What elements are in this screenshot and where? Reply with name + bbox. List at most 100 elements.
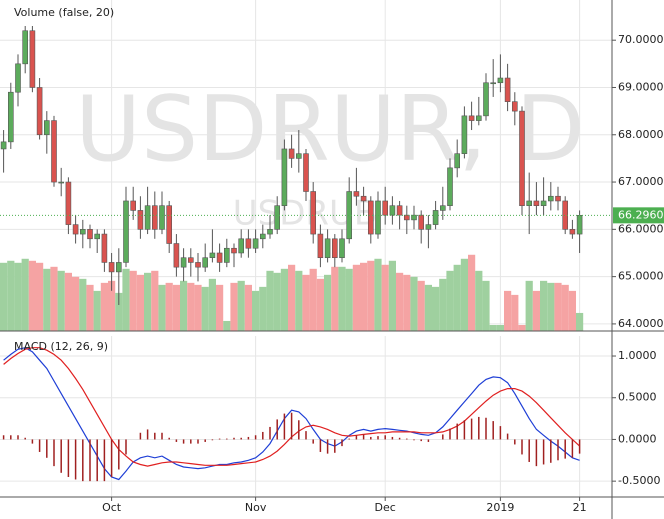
- candle-body: [209, 252, 216, 259]
- volume-bar: [43, 268, 51, 331]
- candle-body: [490, 82, 497, 85]
- volume-bar: [64, 272, 72, 331]
- candle-body: [259, 233, 266, 240]
- volume-bar: [79, 278, 87, 331]
- volume-bar: [194, 284, 202, 331]
- candle-body: [317, 233, 324, 259]
- candle-body: [173, 243, 180, 268]
- candle-body: [483, 82, 489, 117]
- volume-bar: [446, 270, 454, 331]
- volume-bar: [158, 284, 166, 331]
- candle-body: [216, 252, 223, 263]
- volume-bar: [568, 290, 576, 331]
- volume-bar: [273, 272, 281, 331]
- volume-bar: [396, 272, 404, 331]
- candle-body: [339, 238, 345, 259]
- last-price-label: 66.2960: [618, 208, 664, 221]
- volume-bar: [576, 312, 584, 331]
- volume-bar: [475, 270, 483, 331]
- volume-title: Volume (false, 20): [14, 6, 114, 19]
- y-tick-label: 0.5000: [618, 391, 657, 404]
- candle-body: [8, 91, 14, 143]
- volume-bar: [453, 264, 461, 331]
- candle-body: [245, 238, 252, 249]
- candle-body: [425, 224, 432, 230]
- candle-body: [72, 224, 79, 235]
- candle-body: [0, 141, 7, 150]
- volume-bar: [223, 320, 231, 331]
- candle-body: [144, 205, 151, 230]
- volume-bar: [417, 280, 425, 331]
- candle-body: [547, 195, 554, 202]
- volume-bar: [338, 266, 346, 331]
- volume-bar: [0, 262, 8, 331]
- y-tick-label: 0.0000: [618, 432, 657, 445]
- candle-body: [137, 210, 144, 230]
- y-tick-label: 66.0000: [618, 222, 664, 235]
- candle-body: [281, 148, 288, 206]
- volume-bar: [115, 292, 123, 331]
- last-price-box: [613, 207, 664, 224]
- candle-body: [80, 229, 86, 235]
- volume-bar: [86, 284, 94, 331]
- volume-bar: [187, 282, 195, 331]
- candle-body: [238, 238, 244, 254]
- volume-bar: [244, 284, 252, 331]
- macd-line: [3, 347, 580, 481]
- candle-body: [519, 110, 525, 206]
- y-tick-label: -0.5000: [618, 474, 660, 487]
- volume-bar: [381, 264, 389, 331]
- candle-body: [87, 229, 93, 240]
- volume-bar: [230, 282, 238, 331]
- volume-bar: [259, 286, 267, 331]
- candle-body: [166, 205, 172, 244]
- volume-bar: [439, 278, 447, 331]
- volume-bar: [547, 282, 555, 331]
- candle-body: [346, 191, 353, 240]
- x-tick-label: Dec: [375, 501, 396, 514]
- volume-bar: [468, 254, 476, 331]
- candle-body: [324, 238, 331, 259]
- candle-body: [36, 87, 43, 136]
- candle-body: [22, 30, 29, 65]
- candle-body: [468, 115, 475, 121]
- volume-bar: [532, 290, 540, 331]
- volume-bar: [151, 270, 159, 331]
- volume-bar: [208, 278, 216, 331]
- y-tick-label: 70.0000: [618, 33, 664, 46]
- y-tick-label: 64.0000: [618, 317, 664, 330]
- volume-bar: [237, 280, 245, 331]
- volume-bar: [360, 262, 368, 331]
- volume-bar: [352, 264, 360, 331]
- candle-body: [274, 205, 281, 230]
- volume-bar: [504, 290, 512, 331]
- candle-body: [58, 181, 65, 184]
- candle-body: [454, 153, 461, 169]
- candle-body: [497, 77, 504, 84]
- volume-bar: [554, 282, 562, 331]
- candle-body: [439, 205, 446, 211]
- volume-bar: [266, 270, 274, 331]
- candle-body: [188, 257, 194, 263]
- volume-bar: [496, 324, 504, 331]
- watermark-symbol: USDRUB: [233, 194, 377, 234]
- volume-bar: [324, 274, 332, 331]
- candle-body: [533, 200, 540, 206]
- candle-body: [569, 229, 576, 235]
- candle-body: [152, 205, 158, 230]
- candle-body: [116, 262, 122, 273]
- candle-body: [202, 257, 208, 268]
- volume-bar: [540, 280, 548, 331]
- candle-body: [526, 200, 533, 206]
- candle-body: [396, 205, 403, 216]
- volume-bar: [288, 264, 296, 331]
- candle-body: [224, 247, 230, 263]
- candle-body: [288, 148, 295, 159]
- candle-body: [562, 200, 569, 230]
- candle-body: [382, 200, 389, 216]
- candle-body: [504, 77, 511, 102]
- candle-body: [403, 214, 410, 221]
- volume-bar: [252, 290, 260, 331]
- y-tick-label: 67.0000: [618, 175, 664, 188]
